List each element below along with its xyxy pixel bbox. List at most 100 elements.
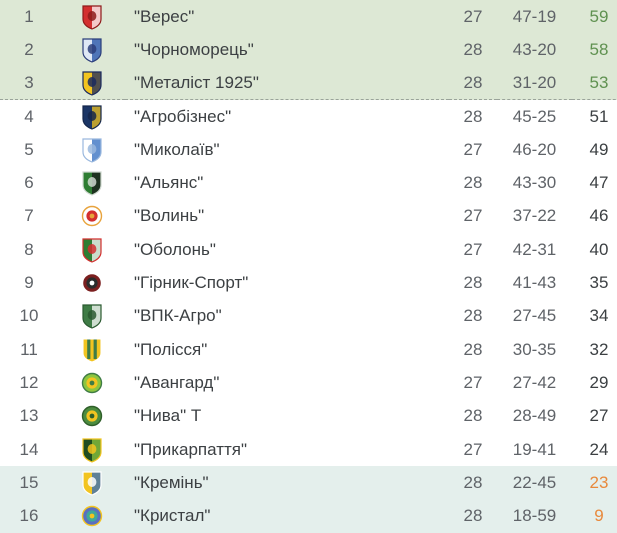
table-row[interactable]: 12 "Авангард" 27 27-42 29	[0, 366, 617, 400]
table-row[interactable]: 6 "Альянс" 28 43-30 47	[0, 166, 617, 200]
points-value: 34	[589, 306, 609, 326]
team-name: "Кремінь"	[134, 472, 209, 492]
table-row[interactable]: 3 "Металіст 1925" 28 31-20 53	[0, 66, 617, 101]
goals-for-against: 46-20	[512, 139, 557, 159]
crest-volyn-icon	[81, 203, 103, 229]
row-goals-cell: 37-22	[497, 199, 572, 234]
row-crest-cell	[58, 199, 125, 234]
row-points-cell: 27	[572, 399, 617, 433]
table-row[interactable]: 7 "Волинь" 27 37-22 46	[0, 199, 617, 234]
team-name: "Нива" Т	[134, 406, 202, 426]
table-row[interactable]: 5 "Миколаїв" 27 46-20 49	[0, 133, 617, 167]
games-played: 27	[463, 372, 483, 392]
row-team-cell[interactable]: "Агробізнес"	[125, 99, 449, 134]
points-value: 40	[589, 239, 609, 259]
row-position: 11	[0, 332, 58, 367]
row-goals-cell: 46-20	[497, 133, 572, 167]
row-goals-cell: 41-43	[497, 266, 572, 300]
team-name: "Верес"	[134, 6, 195, 26]
row-position: 10	[0, 299, 58, 333]
position-number: 2	[24, 39, 34, 59]
row-team-cell[interactable]: "Авангард"	[125, 366, 449, 400]
team-name: "Полісся"	[134, 339, 208, 359]
row-crest-cell	[58, 33, 125, 67]
position-number: 5	[24, 139, 34, 159]
crest-alians-icon	[81, 170, 103, 196]
row-points-cell: 46	[572, 199, 617, 234]
team-name: "Волинь"	[134, 206, 205, 226]
row-games-cell: 28	[449, 332, 497, 367]
table-row[interactable]: 8 "Оболонь" 27 42-31 40	[0, 233, 617, 267]
points-value: 59	[589, 6, 609, 26]
team-name: "Гірник-Спорт"	[134, 273, 249, 293]
crest-avanhard-icon	[81, 370, 103, 396]
table-row[interactable]: 14 "Прикарпаття" 27 19-41 24	[0, 432, 617, 467]
games-played: 28	[463, 339, 483, 359]
row-position: 13	[0, 399, 58, 433]
position-number: 13	[19, 406, 39, 426]
row-team-cell[interactable]: "Волинь"	[125, 199, 449, 234]
table-row[interactable]: 13 "Нива" Т 28 28-49 27	[0, 399, 617, 433]
points-value: 27	[589, 406, 609, 426]
row-team-cell[interactable]: "Альянс"	[125, 166, 449, 200]
row-points-cell: 59	[572, 0, 617, 34]
row-team-cell[interactable]: "Полісся"	[125, 332, 449, 367]
games-played: 27	[463, 206, 483, 226]
position-number: 11	[20, 339, 38, 359]
position-number: 14	[19, 439, 39, 459]
table-row[interactable]: 1 "Верес" 27 47-19 59	[0, 0, 617, 34]
row-goals-cell: 27-45	[497, 299, 572, 333]
row-team-cell[interactable]: "ВПК-Агро"	[125, 299, 449, 333]
goals-for-against: 22-45	[512, 472, 557, 492]
table-row[interactable]: 4 "Агробізнес" 28 45-25 51	[0, 99, 617, 134]
row-crest-cell	[58, 233, 125, 267]
goals-for-against: 30-35	[512, 339, 557, 359]
row-goals-cell: 18-59	[497, 499, 572, 533]
row-goals-cell: 30-35	[497, 332, 572, 367]
row-team-cell[interactable]: "Миколаїв"	[125, 133, 449, 167]
table-row[interactable]: 11 "Полісся" 28 30-35 32	[0, 332, 617, 367]
table-row[interactable]: 15 "Кремінь" 28 22-45 23	[0, 466, 617, 500]
row-games-cell: 28	[449, 166, 497, 200]
position-number: 4	[24, 106, 34, 126]
position-number: 15	[19, 472, 39, 492]
row-games-cell: 28	[449, 33, 497, 67]
points-value: 23	[589, 472, 609, 492]
row-team-cell[interactable]: "Кремінь"	[125, 466, 449, 500]
position-number: 16	[19, 506, 39, 526]
team-name: "Миколаїв"	[134, 139, 220, 159]
goals-for-against: 41-43	[512, 273, 557, 293]
table-row[interactable]: 10 "ВПК-Агро" 28 27-45 34	[0, 299, 617, 333]
team-name: "Альянс"	[134, 173, 204, 193]
row-games-cell: 28	[449, 99, 497, 134]
row-team-cell[interactable]: "Нива" Т	[125, 399, 449, 433]
row-points-cell: 49	[572, 133, 617, 167]
row-team-cell[interactable]: "Оболонь"	[125, 233, 449, 267]
table-row[interactable]: 16 "Кристал" 28 18-59 9	[0, 499, 617, 533]
table-row[interactable]: 9 "Гірник-Спорт" 28 41-43 35	[0, 266, 617, 300]
row-goals-cell: 43-30	[497, 166, 572, 200]
points-value: 35	[589, 273, 609, 293]
crest-ahrobiznes-icon	[81, 104, 103, 130]
row-points-cell: 51	[572, 99, 617, 134]
position-number: 12	[19, 372, 39, 392]
row-position: 5	[0, 133, 58, 167]
row-team-cell[interactable]: "Верес"	[125, 0, 449, 34]
row-team-cell[interactable]: "Прикарпаття"	[125, 432, 449, 467]
row-team-cell[interactable]: "Кристал"	[125, 499, 449, 533]
team-name: "Чорноморець"	[134, 39, 254, 59]
row-goals-cell: 19-41	[497, 432, 572, 467]
points-value: 29	[589, 372, 609, 392]
row-team-cell[interactable]: "Металіст 1925"	[125, 66, 449, 101]
row-position: 16	[0, 499, 58, 533]
position-number: 9	[24, 273, 34, 293]
row-team-cell[interactable]: "Гірник-Спорт"	[125, 266, 449, 300]
table-row[interactable]: 2 "Чорноморець" 28 43-20 58	[0, 33, 617, 67]
row-team-cell[interactable]: "Чорноморець"	[125, 33, 449, 67]
games-played: 28	[463, 506, 483, 526]
crest-polissia-icon	[81, 337, 103, 363]
row-crest-cell	[58, 299, 125, 333]
crest-kremin-icon	[81, 470, 103, 496]
team-name: "Прикарпаття"	[134, 439, 248, 459]
